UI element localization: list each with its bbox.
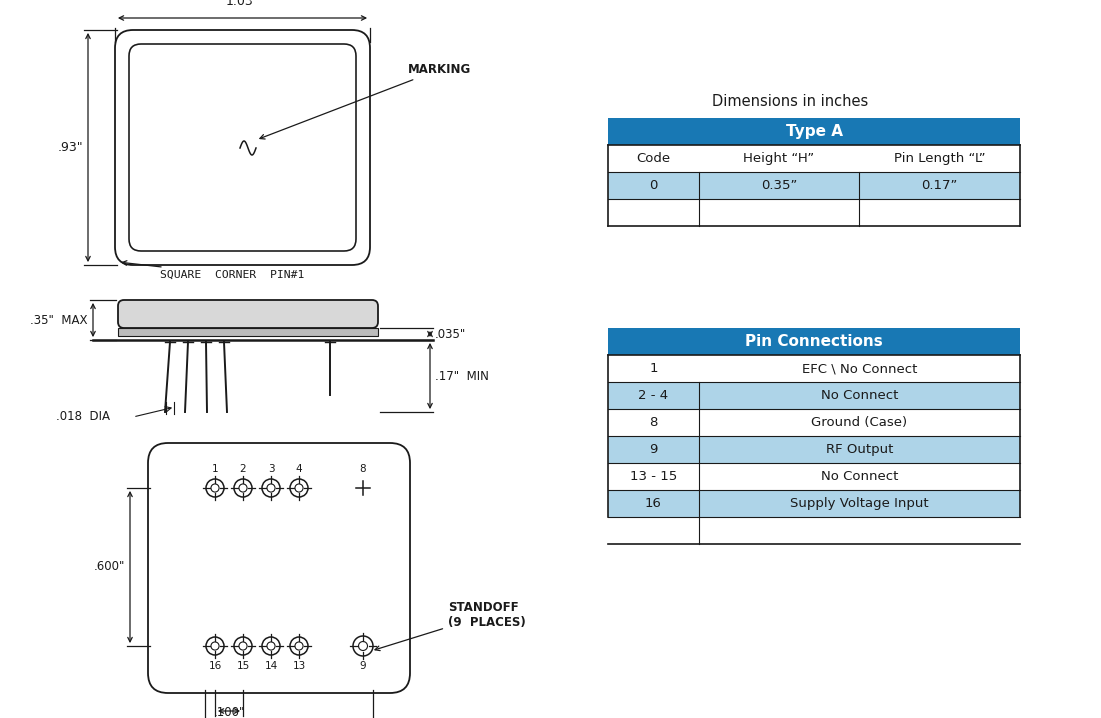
Bar	[608, 382, 1020, 409]
Bar	[608, 328, 1020, 355]
Text: .035": .035"	[435, 327, 466, 340]
Bar	[608, 118, 1020, 145]
Text: 0: 0	[650, 179, 657, 192]
Text: 8: 8	[650, 416, 657, 429]
Text: 13 - 15: 13 - 15	[630, 470, 677, 483]
Text: .100": .100"	[214, 706, 244, 718]
Bar	[608, 463, 1020, 490]
Text: 4: 4	[296, 464, 303, 474]
Text: 16: 16	[208, 661, 221, 671]
Text: 1.03": 1.03"	[226, 0, 260, 8]
Bar	[608, 436, 1020, 463]
Text: MARKING: MARKING	[260, 63, 471, 139]
Text: 1: 1	[211, 464, 218, 474]
Text: No Connect: No Connect	[820, 389, 898, 402]
Text: RF Output: RF Output	[826, 443, 893, 456]
FancyBboxPatch shape	[115, 30, 370, 265]
Bar	[608, 145, 1020, 172]
Text: Ground (Case): Ground (Case)	[811, 416, 907, 429]
Text: 2: 2	[240, 464, 247, 474]
Text: 2 - 4: 2 - 4	[639, 389, 668, 402]
Text: Type A: Type A	[785, 124, 842, 139]
Text: Pin Connections: Pin Connections	[745, 334, 883, 349]
Text: Pin Length “L”: Pin Length “L”	[894, 152, 985, 165]
Text: .17"  MIN: .17" MIN	[435, 370, 489, 383]
Text: SQUARE  CORNER  PIN#1: SQUARE CORNER PIN#1	[122, 261, 304, 280]
Text: EFC \ No Connect: EFC \ No Connect	[802, 362, 917, 375]
Text: 3: 3	[268, 464, 274, 474]
Text: 9: 9	[650, 443, 657, 456]
Text: 16: 16	[645, 497, 662, 510]
FancyBboxPatch shape	[148, 443, 410, 693]
Text: .93": .93"	[57, 141, 83, 154]
Bar	[608, 355, 1020, 382]
Text: Supply Voltage Input: Supply Voltage Input	[791, 497, 928, 510]
Text: .35"  MAX: .35" MAX	[31, 314, 88, 327]
Text: 8: 8	[360, 464, 367, 474]
Bar	[608, 172, 1020, 199]
Text: .018  DIA: .018 DIA	[56, 411, 110, 424]
Text: 14: 14	[264, 661, 277, 671]
Text: .600": .600"	[94, 561, 126, 574]
Text: 1: 1	[650, 362, 657, 375]
Text: Dimensions in inches: Dimensions in inches	[712, 95, 868, 110]
Text: Height “H”: Height “H”	[743, 152, 815, 165]
Text: STANDOFF
(9  PLACES): STANDOFF (9 PLACES)	[375, 601, 526, 651]
Text: No Connect: No Connect	[820, 470, 898, 483]
Text: 15: 15	[237, 661, 250, 671]
Text: 0.17”: 0.17”	[922, 179, 958, 192]
Bar	[608, 490, 1020, 517]
Text: Code: Code	[636, 152, 671, 165]
Bar	[608, 409, 1020, 436]
FancyBboxPatch shape	[118, 300, 378, 328]
Text: 13: 13	[293, 661, 306, 671]
Text: 9: 9	[360, 661, 367, 671]
Bar	[118, 328, 378, 336]
Text: 0.35”: 0.35”	[761, 179, 797, 192]
